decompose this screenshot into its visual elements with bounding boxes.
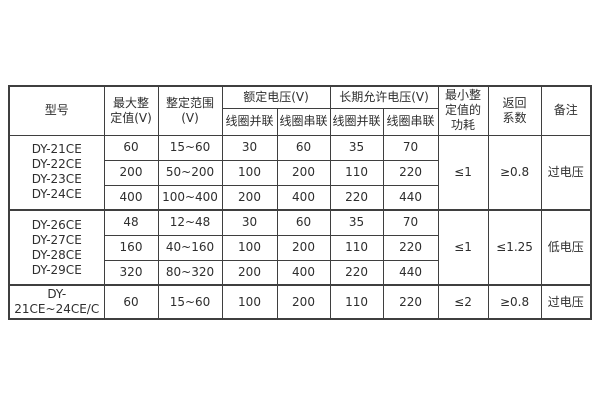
cell-long-parallel: 35 <box>329 134 384 161</box>
header-max-setting: 最大整 定值(V) <box>103 85 159 136</box>
cell-setting-range: 50~200 <box>157 159 223 186</box>
cell-rated-parallel: 30 <box>221 209 278 236</box>
cell-rated-parallel: 200 <box>221 184 278 211</box>
cell-rated-series: 400 <box>276 184 331 211</box>
cell-power-group1: ≤1 <box>437 134 489 211</box>
cell-rated-series: 200 <box>276 284 331 320</box>
relay-spec-table: 型号 最大整 定值(V) 整定范围 (V) 额定电压(V) 长期允许电压(V) … <box>8 85 593 320</box>
header-longterm-coil-parallel: 线圈并联 <box>329 107 384 136</box>
header-return-coefficient: 返回 系数 <box>487 85 542 136</box>
cell-remark: 过电压 <box>540 284 592 320</box>
table-row: 400 100~400 200 400 220 440 <box>9 184 591 211</box>
cell-long-parallel: 110 <box>329 234 384 261</box>
cell-rated-series: 400 <box>276 259 331 286</box>
header-row-2: 线圈并联 线圈串联 线圈并联 线圈串联 <box>9 107 591 136</box>
header-rated-coil-parallel: 线圈并联 <box>221 107 278 136</box>
cell-coefficient-group2: ≤1.25 <box>487 209 542 286</box>
cell-long-series: 220 <box>382 159 439 186</box>
cell-rated-parallel: 100 <box>221 159 278 186</box>
cell-long-series: 70 <box>382 209 439 236</box>
cell-setting-range: 15~60 <box>157 284 223 320</box>
cell-max-setting: 60 <box>103 284 159 320</box>
table-row: DY-21CE~24CE/C 60 15~60 100 200 110 220 … <box>8 284 592 320</box>
cell-coefficient: ≥0.8 <box>487 284 542 320</box>
table-row: 160 40~160 100 200 110 220 <box>9 234 591 261</box>
table-row: DY-26CE DY-27CE DY-28CE DY-29CE 48 12~48… <box>8 209 592 286</box>
cell-rated-parallel: 200 <box>221 259 278 286</box>
header-longterm-voltage-group: 长期允许电压(V) <box>329 85 439 109</box>
cell-power: ≤2 <box>437 284 489 320</box>
cell-max-setting: 400 <box>103 184 159 211</box>
header-rated-coil-series: 线圈串联 <box>276 107 331 136</box>
cell-long-parallel: 110 <box>329 284 384 320</box>
cell-max-setting: 200 <box>103 159 159 186</box>
cell-max-setting: 320 <box>103 259 159 286</box>
cell-long-series: 440 <box>382 259 439 286</box>
cell-long-parallel: 35 <box>329 209 384 236</box>
header-setting-range: 整定范围 (V) <box>157 85 223 136</box>
table-row: DY-21CE DY-22CE DY-23CE DY-24CE 60 15~60… <box>8 134 592 211</box>
header-min-setting-power: 最小整 定值的 功耗 <box>437 85 489 136</box>
cell-model-group2: DY-26CE DY-27CE DY-28CE DY-29CE <box>8 209 105 286</box>
cell-long-series: 440 <box>382 184 439 211</box>
cell-rated-parallel: 100 <box>221 234 278 261</box>
cell-model-group1: DY-21CE DY-22CE DY-23CE DY-24CE <box>8 134 105 211</box>
cell-long-parallel: 110 <box>329 159 384 186</box>
cell-setting-range: 15~60 <box>157 134 223 161</box>
cell-long-parallel: 220 <box>329 259 384 286</box>
header-model: 型号 <box>8 85 105 136</box>
cell-max-setting: 160 <box>103 234 159 261</box>
cell-setting-range: 80~320 <box>157 259 223 286</box>
cell-remark-group1: 过电压 <box>540 134 592 211</box>
cell-remark-group2: 低电压 <box>540 209 592 286</box>
cell-coefficient-group1: ≥0.8 <box>487 134 542 211</box>
cell-long-series: 70 <box>382 134 439 161</box>
header-remark: 备注 <box>540 85 592 136</box>
cell-setting-range: 100~400 <box>157 184 223 211</box>
cell-max-setting: 48 <box>103 209 159 236</box>
cell-rated-series: 60 <box>276 134 331 161</box>
cell-long-series: 220 <box>382 234 439 261</box>
cell-rated-series: 200 <box>276 234 331 261</box>
table-row: 320 80~320 200 400 220 440 <box>9 259 591 286</box>
header-row-1: 型号 最大整 定值(V) 整定范围 (V) 额定电压(V) 长期允许电压(V) … <box>8 85 592 136</box>
cell-rated-series: 60 <box>276 209 331 236</box>
cell-setting-range: 12~48 <box>157 209 223 236</box>
cell-rated-series: 200 <box>276 159 331 186</box>
table-row: 200 50~200 100 200 110 220 <box>9 159 591 186</box>
cell-setting-range: 40~160 <box>157 234 223 261</box>
cell-max-setting: 60 <box>103 134 159 161</box>
header-rated-voltage-group: 额定电压(V) <box>221 85 331 109</box>
cell-model: DY-21CE~24CE/C <box>8 284 105 320</box>
cell-power-group2: ≤1 <box>437 209 489 286</box>
cell-long-parallel: 220 <box>329 184 384 211</box>
header-longterm-coil-series: 线圈串联 <box>382 107 439 136</box>
cell-rated-parallel: 30 <box>221 134 278 161</box>
cell-long-series: 220 <box>382 284 439 320</box>
cell-rated-parallel: 100 <box>221 284 278 320</box>
